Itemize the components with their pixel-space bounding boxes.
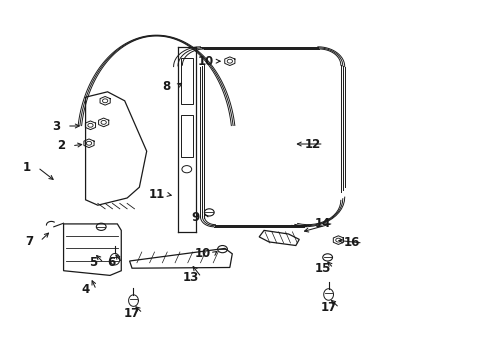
Text: 16: 16 (343, 237, 360, 249)
Text: 2: 2 (57, 139, 65, 152)
Text: 8: 8 (162, 80, 170, 93)
Text: 4: 4 (81, 283, 89, 296)
Text: 14: 14 (314, 217, 330, 230)
Text: 7: 7 (25, 235, 33, 248)
Text: 17: 17 (123, 307, 140, 320)
Text: 13: 13 (182, 271, 199, 284)
Text: 10: 10 (197, 55, 213, 68)
Text: 12: 12 (304, 138, 321, 150)
Text: 10: 10 (194, 247, 211, 260)
Text: 15: 15 (314, 262, 330, 275)
Text: 17: 17 (320, 301, 336, 314)
Text: 5: 5 (89, 256, 97, 269)
Text: 11: 11 (148, 188, 164, 201)
Text: 3: 3 (52, 120, 60, 132)
Text: 6: 6 (107, 256, 115, 269)
Text: 9: 9 (191, 211, 199, 224)
Text: 1: 1 (23, 161, 31, 174)
